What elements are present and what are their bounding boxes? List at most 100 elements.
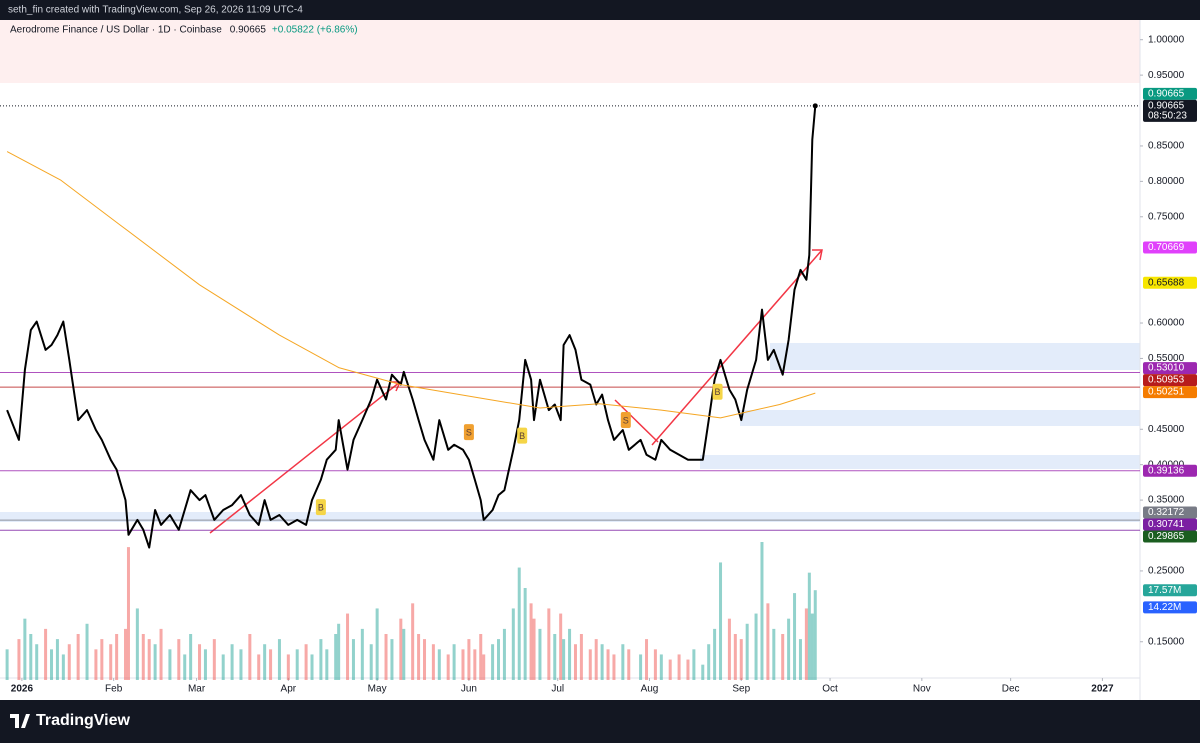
price-tag-label: 14.22M: [1148, 602, 1181, 613]
volume-bar: [491, 644, 495, 680]
volume-bar: [600, 644, 604, 680]
volume-bar: [559, 613, 563, 680]
volume-bar: [141, 634, 145, 680]
volume-bar: [807, 572, 811, 680]
volume-bar: [35, 644, 39, 680]
last-point: [812, 103, 818, 109]
volume-bar: [739, 639, 743, 680]
volume-bar: [135, 608, 139, 680]
volume-bar: [659, 654, 663, 680]
volume-bar: [5, 649, 9, 680]
volume-bar: [793, 593, 797, 680]
y-tick-label: 1.00000: [1148, 34, 1185, 45]
x-tick-label: Dec: [1002, 684, 1020, 695]
arrow-head: [812, 249, 823, 261]
x-tick-label: Feb: [105, 684, 123, 695]
volume-bar: [502, 628, 506, 680]
volume-bar: [727, 618, 731, 680]
price-tag-label: 0.90665: [1148, 100, 1185, 111]
volume-bar: [17, 639, 21, 680]
volume-bar: [360, 628, 364, 680]
volume-bar: [177, 639, 181, 680]
volume-bar: [304, 644, 308, 680]
volume-bar: [124, 628, 128, 680]
x-tick-label: 2026: [11, 684, 34, 695]
volume-bar: [437, 649, 441, 680]
signal-badge: [517, 427, 528, 444]
countdown: 08:50:23: [1148, 110, 1187, 121]
x-tick-label: Jul: [551, 684, 564, 695]
price-tag: [1143, 530, 1197, 543]
volume-bar: [707, 644, 711, 680]
volume-bar: [126, 547, 130, 680]
y-tick-label: 0.85000: [1148, 141, 1185, 152]
y-tick-label: 0.35000: [1148, 495, 1185, 506]
volume-bar: [183, 654, 187, 680]
volume-bar: [384, 634, 388, 680]
price-tag: [1143, 518, 1197, 531]
volume-bar: [337, 623, 341, 680]
volume-bar: [50, 649, 54, 680]
price-tag-label: 0.70669: [1148, 242, 1185, 253]
volume-bar: [198, 644, 202, 680]
signal-label: B: [715, 387, 721, 397]
signal-label: S: [466, 427, 472, 437]
signal-label: S: [623, 415, 629, 425]
x-tick-label: Mar: [188, 684, 206, 695]
brand: TradingView: [36, 712, 131, 729]
price-tag-label: 0.50953: [1148, 375, 1185, 386]
price-tag-label: 17.57M: [1148, 585, 1181, 596]
price-change: +0.05822 (+6.86%): [272, 25, 358, 36]
symbol-title: Aerodrome Finance / US Dollar · 1D · Coi…: [10, 25, 222, 36]
volume-bar: [606, 649, 610, 680]
price-tag-label: 0.90665: [1148, 88, 1185, 99]
x-tick-label: Apr: [281, 684, 297, 695]
volume-bar: [452, 644, 456, 680]
price-tag: [1143, 506, 1197, 519]
volume-bar: [23, 618, 27, 680]
y-tick-label: 0.55000: [1148, 353, 1185, 364]
signal-badge: [463, 424, 474, 441]
volume-bar: [168, 649, 172, 680]
logo: TradingView: [10, 712, 131, 729]
x-tick-label: May: [368, 684, 387, 695]
volume-bar: [239, 649, 243, 680]
credit: seth_fin created with TradingView.com, S…: [8, 5, 303, 16]
volume-bar: [497, 639, 501, 680]
price-tag-label: 0.65688: [1148, 277, 1185, 288]
volume-bar: [532, 618, 536, 680]
volume-bar: [612, 654, 616, 680]
volume-bar: [147, 639, 151, 680]
volume-bar: [109, 644, 113, 680]
volume-bar: [645, 639, 649, 680]
y-tick-label: 0.75000: [1148, 211, 1185, 222]
volume-bar: [431, 644, 435, 680]
zone: [0, 512, 1140, 522]
volume-bar: [621, 644, 625, 680]
volume-bar: [588, 649, 592, 680]
signal-label: B: [519, 431, 525, 441]
volume-bar: [517, 567, 521, 680]
volume-bar: [787, 618, 791, 680]
volume-bar: [511, 608, 515, 680]
volume-bar: [269, 649, 273, 680]
volume-bar: [369, 644, 373, 680]
zone: [770, 343, 1140, 370]
volume-bar: [766, 603, 770, 680]
volume-bar: [568, 628, 572, 680]
volume-bar: [713, 628, 717, 680]
volume-bar: [67, 644, 71, 680]
volume-bar: [375, 608, 379, 680]
volume-bar: [212, 639, 216, 680]
volume-bar: [668, 659, 672, 680]
volume-bar: [115, 634, 119, 680]
price-line: [6, 105, 817, 549]
volume-bar: [594, 639, 598, 680]
volume-bar: [402, 628, 406, 680]
price-tag: [1143, 374, 1197, 387]
volume-bar: [390, 639, 394, 680]
volume-bar: [467, 639, 471, 680]
price-tag: [1143, 87, 1197, 100]
volume-bar: [55, 639, 59, 680]
volume-bar: [523, 588, 527, 680]
